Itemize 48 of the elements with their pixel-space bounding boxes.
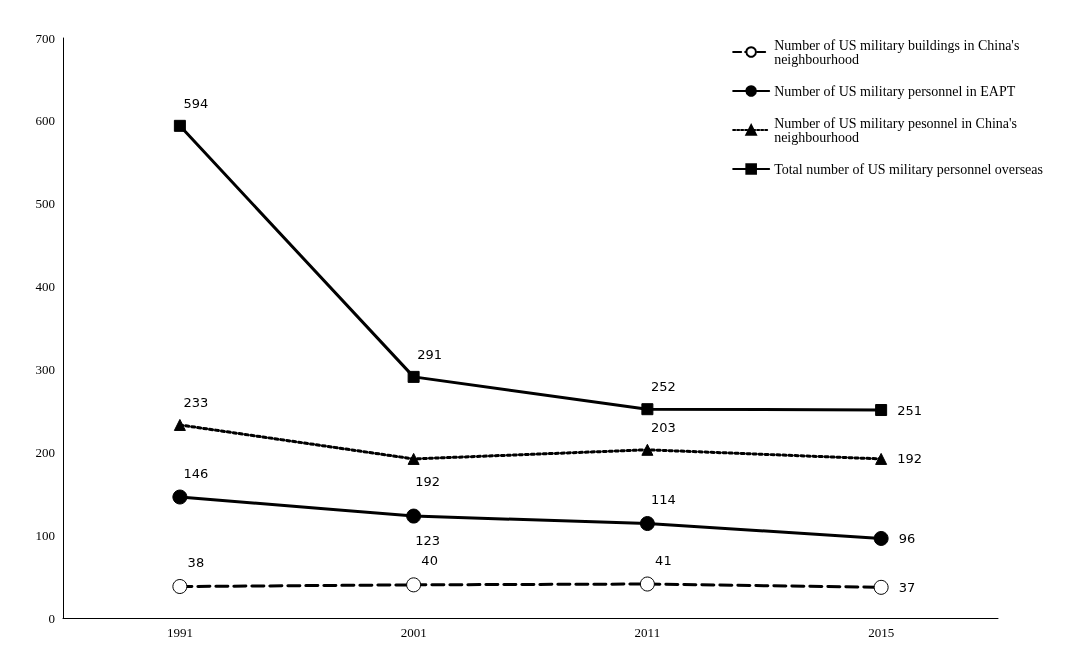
point <box>875 452 888 465</box>
data-label: 203 <box>650 419 676 435</box>
legend-label: Number of US military buildings in China's neighbourhood <box>774 37 1023 67</box>
y-tick-label: 300 <box>35 361 55 377</box>
y-tick-label: 400 <box>35 279 55 295</box>
data-label: 96 <box>898 530 916 546</box>
point <box>406 577 422 593</box>
data-label: 192 <box>415 473 441 489</box>
y-tick-label: 0 <box>48 610 55 626</box>
data-label: 40 <box>421 553 438 569</box>
point <box>639 576 655 592</box>
point <box>875 404 888 417</box>
point <box>873 530 889 546</box>
x-tick-label: 2015 <box>868 625 895 640</box>
point <box>172 579 188 595</box>
point <box>407 452 420 465</box>
data-label: 233 <box>183 394 209 410</box>
point <box>172 489 188 505</box>
point <box>873 579 889 595</box>
point <box>641 403 654 416</box>
x-tick-label: 2001 <box>400 625 427 640</box>
point <box>641 443 654 456</box>
data-label: 114 <box>650 492 676 508</box>
point <box>173 119 186 132</box>
x-tick-label: 1991 <box>166 625 193 640</box>
legend-label: Number of US military personnel in EAPT <box>774 83 1016 99</box>
point <box>407 370 420 383</box>
data-label: 251 <box>897 402 922 418</box>
legend-label: Total number of US military personnel overseas <box>774 161 1043 177</box>
y-tick-label: 100 <box>35 527 55 543</box>
data-label: 192 <box>897 451 922 467</box>
data-label: 291 <box>417 346 443 362</box>
y-tick-label: 500 <box>35 196 55 212</box>
data-label: 38 <box>187 555 205 571</box>
data-label: 252 <box>650 379 676 395</box>
point <box>406 508 422 524</box>
data-label: 41 <box>655 552 672 568</box>
data-label: 594 <box>183 95 209 111</box>
data-label: 146 <box>183 465 209 481</box>
data-label: 123 <box>415 532 441 548</box>
point <box>639 516 655 532</box>
y-tick-label: 200 <box>35 444 55 460</box>
x-tick-label: 2011 <box>634 625 661 640</box>
y-tick-label: 700 <box>35 30 55 46</box>
y-tick-label: 600 <box>35 113 55 129</box>
legend-label: Number of US military pesonnel in China's neighbourhood <box>774 115 1021 145</box>
point <box>173 418 186 431</box>
data-label: 37 <box>898 579 916 595</box>
